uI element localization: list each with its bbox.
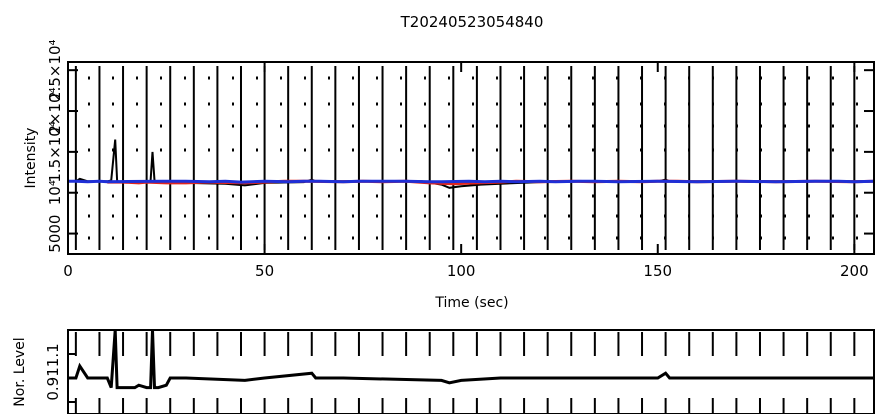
main-series-line-2 <box>68 179 875 184</box>
main-y-tick-label: 1.5×10⁴ <box>46 121 64 183</box>
level-y-axis-label: Nor. Level <box>12 337 28 406</box>
main-y-axis-label: Intensity <box>23 128 39 189</box>
main-x-axis-label: Time (sec) <box>434 295 508 311</box>
level-y-tick-labels: 0.911.1 <box>44 343 62 400</box>
main-axis-ticks <box>67 62 874 254</box>
main-chart: 0 50 100 150 200 500010⁴1.5×10⁴2×10⁴2.5×10⁴ … <box>23 39 875 311</box>
main-x-tick-label: 150 <box>643 262 672 280</box>
main-x-tick-label: 50 <box>255 262 274 280</box>
main-y-tick-label: 5000 <box>46 215 64 253</box>
main-x-tick-label: 200 <box>840 262 869 280</box>
main-series-group <box>68 139 875 189</box>
main-y-tick-label: 2×10⁴ <box>46 87 64 134</box>
main-x-tick-labels: 0 50 100 150 200 <box>63 262 868 280</box>
main-x-tick-label: 100 <box>447 262 476 280</box>
level-axis-ticks <box>68 353 76 403</box>
main-vertical-markers <box>74 66 856 250</box>
main-x-tick-label: 0 <box>63 262 73 280</box>
main-plot-frame <box>67 61 875 255</box>
level-series-group <box>68 329 874 390</box>
main-y-tick-label: 2.5×10⁴ <box>46 39 64 101</box>
main-dotted-rows <box>88 76 874 240</box>
level-chart: 0.911.1 Nor. Level <box>12 329 875 414</box>
main-y-tick-label: 10⁴ <box>46 180 64 205</box>
level-plot-frame <box>67 329 875 414</box>
level-vertical-markers <box>74 332 856 414</box>
level-series-line-0 <box>68 329 874 390</box>
chart-title: T20240523054840 <box>400 13 544 31</box>
